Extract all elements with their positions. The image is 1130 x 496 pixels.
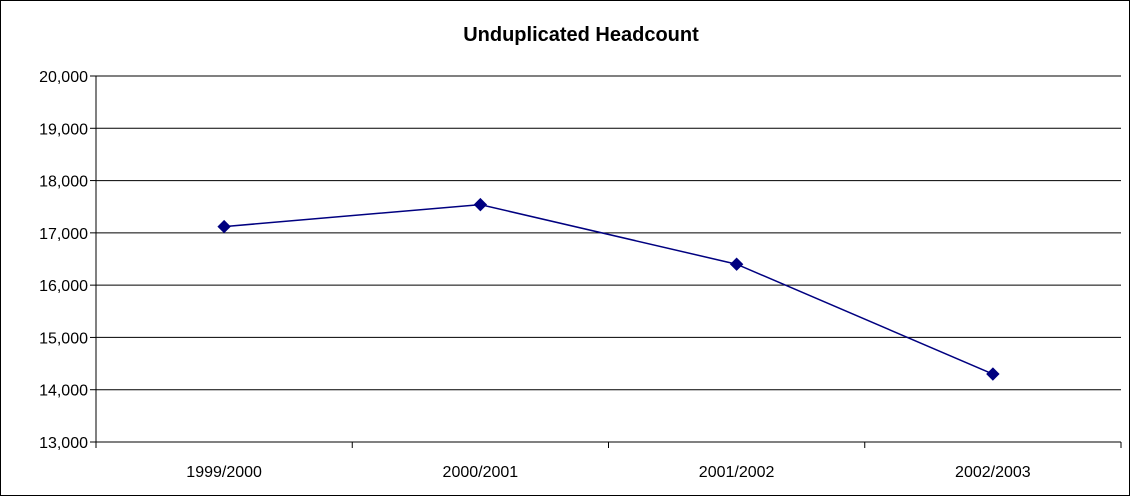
y-tick-label: 18,000 bbox=[39, 174, 88, 191]
data-point-marker bbox=[986, 367, 1000, 381]
data-point-marker bbox=[217, 219, 231, 234]
y-tick-labels: 13,000 14,000 15,000 16,000 17,000 18,000 19,0… bbox=[39, 69, 88, 452]
y-tick-label: 19,000 bbox=[39, 121, 88, 138]
x-tick-label: 2001/2002 bbox=[699, 464, 775, 481]
y-tick-label: 16,000 bbox=[39, 278, 88, 295]
series-line bbox=[224, 203, 994, 375]
axes bbox=[90, 75, 1122, 448]
gridlines bbox=[96, 75, 1121, 391]
x-tick-label: 1999/2000 bbox=[186, 464, 262, 481]
y-tick-label: 20,000 bbox=[39, 69, 88, 86]
y-tick-label: 13,000 bbox=[39, 435, 88, 452]
chart-title: Unduplicated Headcount bbox=[463, 24, 699, 46]
data-point-marker bbox=[729, 257, 744, 271]
y-tick-label: 15,000 bbox=[39, 330, 88, 347]
x-tick-labels: 1999/2000 2000/2001 2001/2002 2002/2003 bbox=[186, 464, 1030, 481]
y-tick-label: 17,000 bbox=[39, 226, 88, 243]
data-point-marker bbox=[473, 197, 488, 212]
y-tick-label: 14,000 bbox=[39, 383, 88, 400]
series-layer bbox=[217, 197, 1000, 381]
x-tick-label: 2002/2003 bbox=[955, 464, 1031, 481]
x-tick-label: 2000/2001 bbox=[443, 464, 519, 481]
